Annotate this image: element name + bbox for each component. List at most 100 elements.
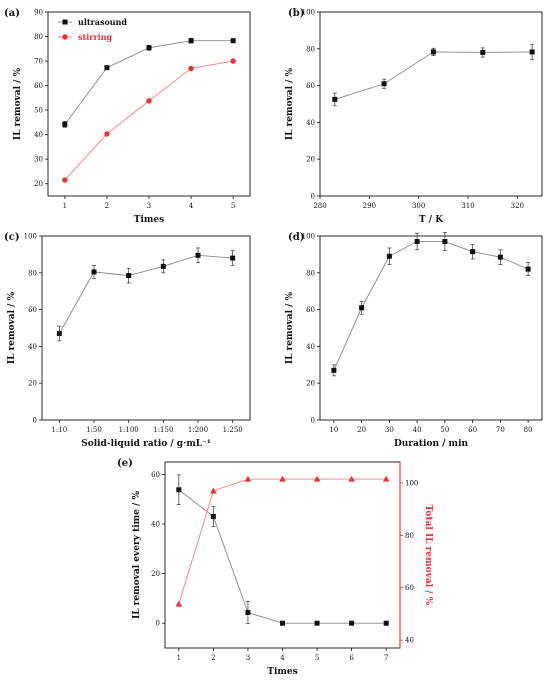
series-line	[178, 478, 387, 605]
data-point	[280, 620, 285, 626]
data-point	[146, 98, 152, 104]
y-tick-label: 0	[311, 193, 315, 201]
x-tick-label: 320	[511, 202, 524, 210]
y2-tick-label: 40	[405, 637, 414, 645]
legend-label: stirring	[78, 32, 113, 42]
panel-b: 280 290 300 310 320 0 20 40 60 80 100 T / K IL remov…	[285, 8, 543, 225]
data-point	[210, 514, 216, 520]
y2-axis-label: Total IL removal / %	[423, 505, 433, 606]
y-tick-label: 80	[28, 269, 37, 277]
y-tick-label: 20	[34, 180, 43, 188]
data-point	[195, 252, 201, 258]
series-line	[333, 241, 529, 371]
data-point	[442, 239, 448, 245]
data-point	[230, 38, 236, 44]
y-tick-label: 60	[34, 82, 43, 90]
legend-label: ultrasound	[78, 17, 127, 27]
y2-tick-label: 60	[405, 584, 414, 592]
x-tick-label: 80	[524, 426, 533, 434]
panel-label: (e)	[117, 458, 133, 469]
x-tick-label: 50	[440, 426, 449, 434]
plot-frame	[164, 461, 401, 649]
panel-a: 1 2 3 4 5 20 30 40 50 60 70 80 90 Times IL removal / %…	[4, 8, 251, 225]
y-tick-label: 70	[34, 58, 43, 66]
y-tick-label: 80	[34, 33, 43, 41]
y-axis-label: IL removal / %	[285, 291, 295, 364]
x-tick-label: 4	[189, 202, 194, 210]
x-tick-label: 1:10	[51, 426, 67, 434]
x-tick-label: 1:200	[188, 426, 208, 434]
data-point	[430, 49, 436, 55]
plot-frame	[41, 235, 251, 421]
data-point	[386, 253, 392, 259]
data-point	[210, 487, 217, 494]
y-tick-label: 20	[28, 380, 37, 388]
x-tick-label: 40	[413, 426, 422, 434]
data-point	[314, 620, 320, 626]
x-tick-label: 280	[313, 202, 326, 210]
x-tick-label: 1	[63, 202, 67, 210]
y-tick-label: 50	[34, 107, 43, 115]
data-point	[104, 65, 110, 71]
y-tick-label: 40	[151, 521, 160, 529]
x-tick-label: 7	[384, 654, 388, 662]
y-tick-label: 0	[33, 417, 37, 425]
y-tick-label: 100	[302, 9, 315, 17]
data-point	[529, 49, 535, 55]
x-axis-label: Solid-liquid ratio / g·mL⁻¹	[81, 439, 211, 449]
data-point	[382, 475, 390, 482]
x-tick-label: 5	[315, 654, 319, 662]
x-tick-label: 3	[147, 202, 151, 210]
x-tick-label: 300	[412, 202, 425, 210]
x-tick-label: 2	[211, 654, 215, 662]
data-point	[348, 475, 355, 482]
x-tick-label: 1:250	[223, 426, 243, 434]
data-point	[359, 305, 365, 311]
data-point	[104, 131, 110, 137]
y-tick-label: 20	[306, 156, 315, 164]
y-axis-label: IL removal / %	[285, 67, 295, 140]
x-tick-label: 6	[349, 654, 354, 662]
data-point	[230, 255, 236, 261]
data-point	[126, 273, 132, 279]
y-tick-label: 80	[306, 269, 315, 277]
x-tick-label: 2	[105, 202, 109, 210]
panel-label: (b)	[288, 8, 304, 19]
data-point	[176, 487, 182, 493]
data-point	[62, 177, 68, 183]
y-tick-label: 60	[306, 82, 315, 90]
y-axis-label: IL removal / %	[7, 291, 17, 364]
x-tick-label: 3	[246, 654, 250, 662]
data-point	[381, 81, 387, 87]
data-point	[62, 121, 68, 127]
data-point	[331, 367, 337, 373]
y-tick-label: 20	[306, 380, 315, 388]
y-tick-label: 90	[34, 9, 43, 17]
y-tick-label: 80	[306, 45, 315, 53]
data-point	[56, 331, 62, 337]
data-point	[245, 610, 251, 616]
y-tick-label: 40	[28, 343, 37, 351]
x-tick-label: 20	[357, 426, 366, 434]
x-tick-label: 1:100	[119, 426, 139, 434]
y2-tick-label: 100	[405, 479, 418, 487]
data-point	[349, 620, 355, 626]
data-point	[188, 38, 194, 44]
x-tick-label: 10	[329, 426, 338, 434]
y-axis-label: IL removal / %	[13, 67, 23, 140]
data-point	[497, 254, 503, 260]
x-tick-label: 30	[385, 426, 394, 434]
x-axis-label: T / K	[419, 215, 444, 225]
y-tick-label: 40	[306, 119, 315, 127]
panel-label: (a)	[4, 8, 20, 19]
x-tick-label: 1:150	[153, 426, 173, 434]
data-point	[244, 475, 252, 482]
data-point	[480, 49, 486, 55]
data-point	[175, 600, 183, 607]
y-tick-label: 30	[34, 156, 43, 164]
data-point	[470, 249, 476, 255]
x-tick-label: 1:50	[86, 426, 102, 434]
data-point	[332, 96, 338, 102]
data-point	[414, 239, 420, 245]
